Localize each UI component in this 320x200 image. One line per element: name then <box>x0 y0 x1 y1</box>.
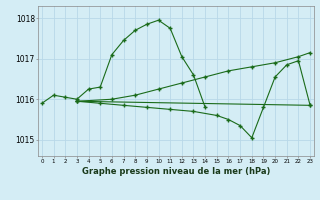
X-axis label: Graphe pression niveau de la mer (hPa): Graphe pression niveau de la mer (hPa) <box>82 167 270 176</box>
